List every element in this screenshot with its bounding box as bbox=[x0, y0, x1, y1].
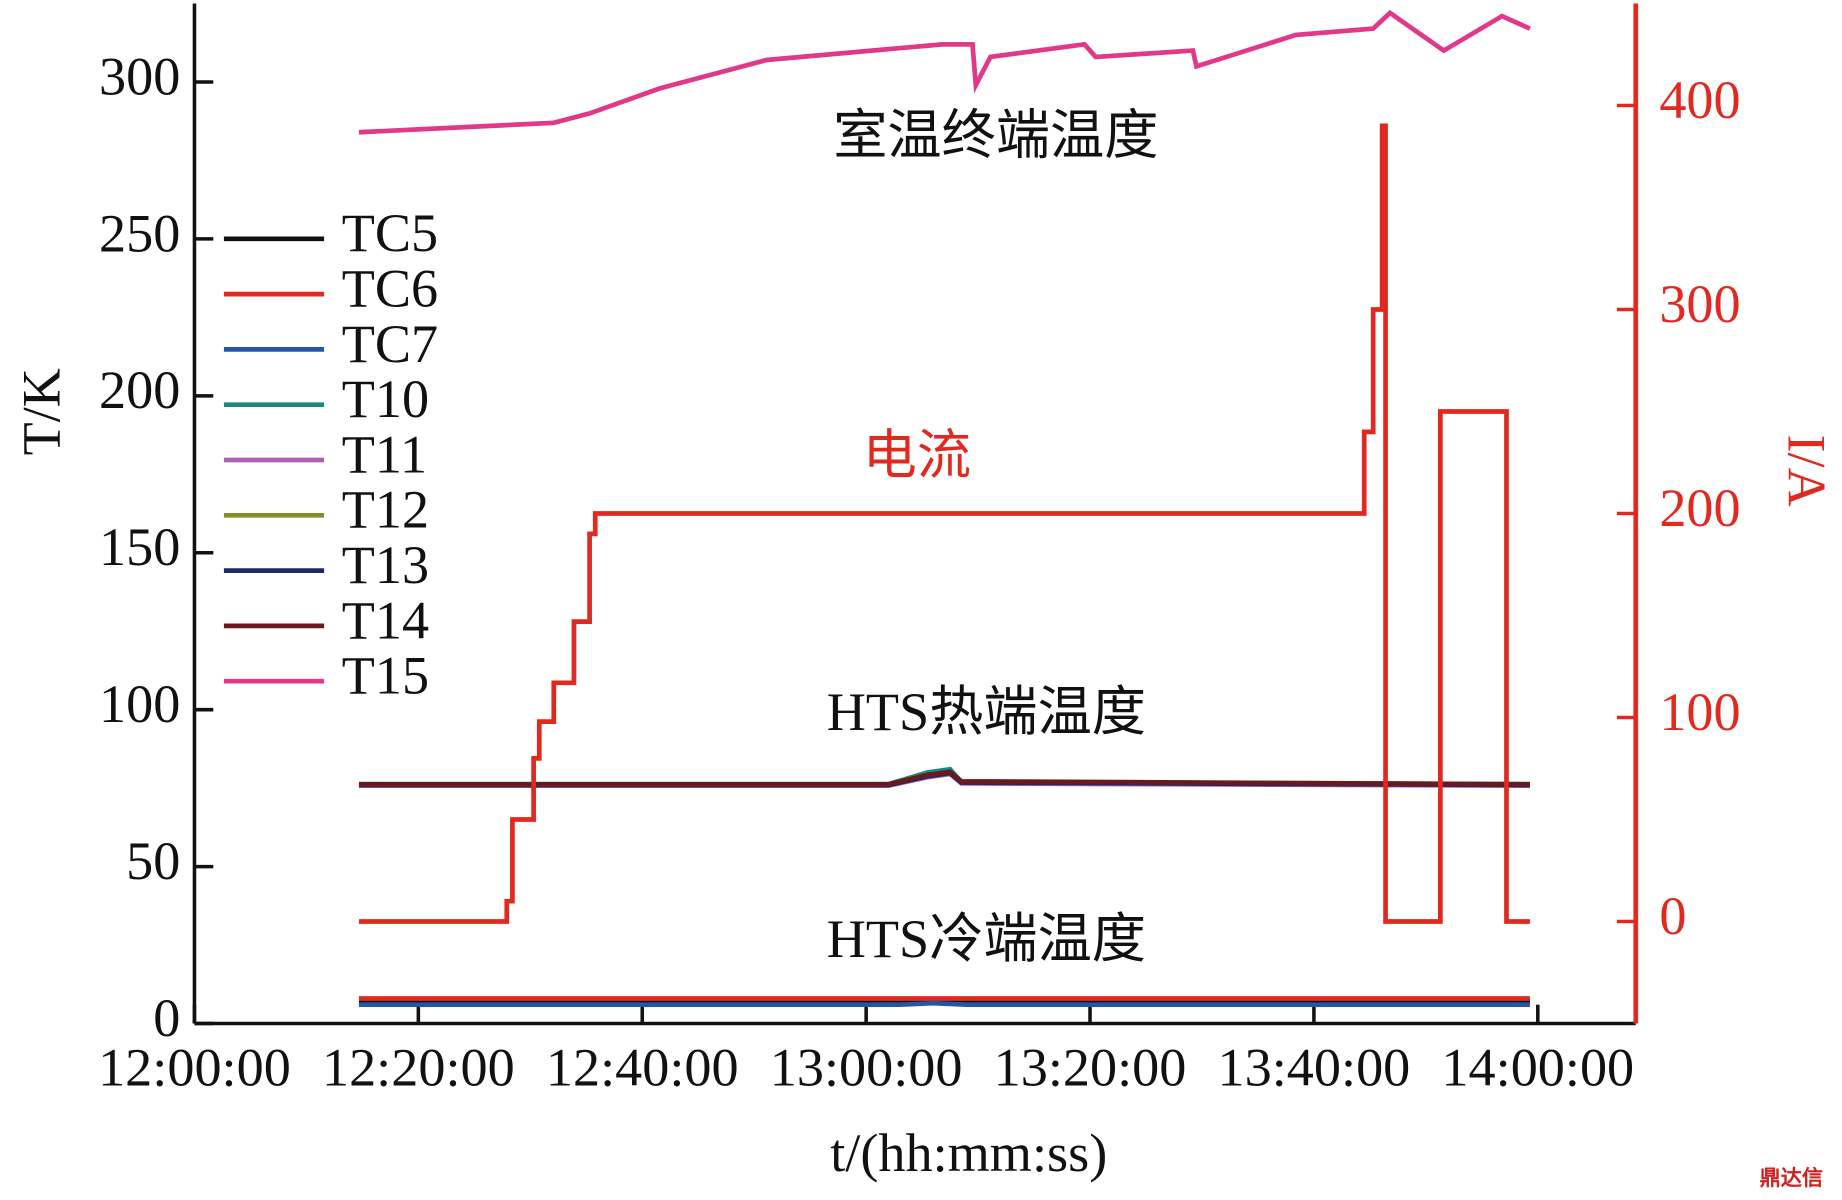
legend-label: T13 bbox=[342, 535, 429, 595]
y-tick-label: 150 bbox=[99, 517, 180, 577]
legend-label: T10 bbox=[342, 369, 429, 429]
x-tick-label: 12:40:00 bbox=[546, 1037, 739, 1097]
annotation: 电流 bbox=[863, 426, 971, 486]
y2-tick-label: 0 bbox=[1659, 886, 1686, 946]
y2-tick-label: 400 bbox=[1659, 70, 1740, 130]
x-tick-label: 13:40:00 bbox=[1218, 1037, 1411, 1097]
y-tick-label: 250 bbox=[99, 203, 180, 263]
legend-label: T15 bbox=[342, 646, 429, 706]
y2-tick-label: 300 bbox=[1659, 274, 1740, 334]
y2-axis-label: I/A bbox=[1776, 435, 1836, 507]
x-tick-label: 13:20:00 bbox=[994, 1037, 1187, 1097]
x-axis-label: t/(hh:mm:ss) bbox=[830, 1123, 1107, 1183]
legend-label: T14 bbox=[342, 590, 429, 650]
annotation: HTS热端温度 bbox=[827, 682, 1146, 742]
y-tick-label: 50 bbox=[126, 831, 180, 891]
data-line bbox=[358, 9, 1531, 135]
x-tick-label: 12:00:00 bbox=[98, 1037, 291, 1097]
x-tick-label: 13:00:00 bbox=[770, 1037, 963, 1097]
data-line bbox=[358, 769, 1530, 787]
watermark: 鼎达信 bbox=[1760, 1165, 1824, 1190]
y-axis-label: T/K bbox=[12, 368, 72, 455]
y-tick-label: 200 bbox=[99, 360, 180, 420]
legend-label: TC7 bbox=[342, 314, 438, 374]
legend-label: TC5 bbox=[342, 203, 438, 263]
annotation: 室温终端温度 bbox=[833, 106, 1158, 166]
x-tick-label: 12:20:00 bbox=[322, 1037, 515, 1097]
y-tick-label: 100 bbox=[99, 674, 180, 734]
legend-label: TC6 bbox=[342, 259, 438, 319]
legend-label: T12 bbox=[342, 480, 429, 540]
y2-tick-label: 100 bbox=[1659, 682, 1740, 742]
y-tick-label: 300 bbox=[99, 46, 180, 106]
y-tick-label: 0 bbox=[153, 988, 180, 1048]
current-line bbox=[358, 123, 1530, 924]
y2-tick-label: 200 bbox=[1659, 478, 1740, 538]
x-tick-label: 14:00:00 bbox=[1441, 1037, 1634, 1097]
annotation: HTS冷端温度 bbox=[827, 909, 1146, 969]
data-line bbox=[358, 1000, 1530, 1008]
legend-label: T11 bbox=[342, 424, 427, 484]
